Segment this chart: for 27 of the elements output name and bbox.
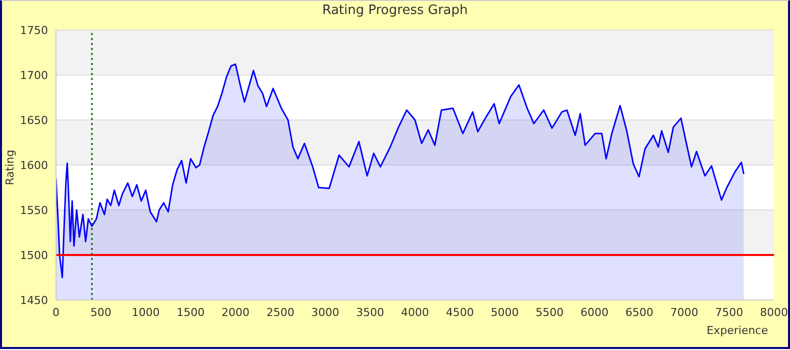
x-tick-label: 5000: [490, 306, 519, 319]
x-tick-label: 2500: [266, 306, 294, 319]
y-tick-label: 1700: [20, 68, 48, 82]
x-tick-label: 1500: [176, 306, 205, 319]
x-tick-label: 7500: [715, 306, 744, 319]
x-tick-label: 4000: [401, 306, 429, 319]
x-tick-label: 3000: [311, 306, 340, 319]
y-tick-label: 1500: [20, 248, 48, 262]
x-tick-label: 3500: [356, 306, 384, 319]
x-tick-label: 0: [52, 306, 60, 319]
x-tick-label: 4500: [446, 306, 474, 319]
x-tick-label: 500: [90, 306, 112, 319]
x-axis-title: Experience: [706, 324, 768, 337]
y-tick-label: 1650: [20, 114, 48, 127]
x-tick-label: 6500: [625, 306, 654, 319]
chart-title: Rating Progress Graph: [321, 3, 469, 18]
x-tick-label: 2000: [222, 306, 250, 319]
x-tick-label: 6000: [580, 306, 608, 319]
y-tick-label: 1550: [20, 204, 48, 217]
y-tick-label: 1600: [20, 158, 48, 172]
x-tick-label: 5500: [536, 306, 564, 319]
y-tick-label: 1750: [20, 24, 48, 37]
y-axis-title: Rating: [4, 148, 16, 188]
y-tick-label: 1450: [20, 294, 48, 307]
x-tick-label: 1000: [132, 306, 160, 319]
x-tick-label: 8000: [760, 306, 788, 319]
x-tick-label: 7000: [670, 306, 698, 319]
